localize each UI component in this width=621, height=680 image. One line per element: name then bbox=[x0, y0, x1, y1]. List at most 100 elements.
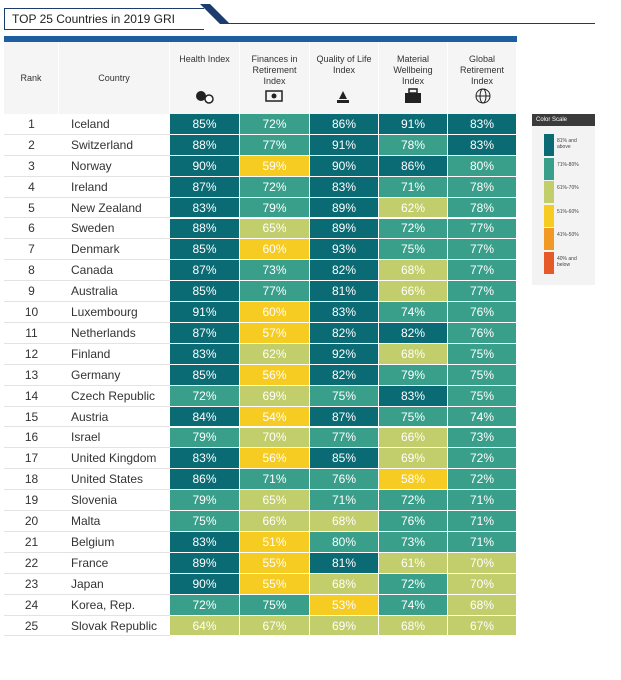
score-cell: 60% bbox=[240, 239, 310, 261]
table-cell: 16 bbox=[4, 427, 59, 449]
legend-swatch bbox=[544, 181, 554, 203]
column-header: Global Retirement Index bbox=[448, 42, 517, 114]
score-cell: 84% bbox=[170, 406, 240, 428]
score-cell: 69% bbox=[379, 448, 448, 470]
score-cell: 89% bbox=[310, 197, 379, 219]
table-cell: 18 bbox=[4, 469, 59, 491]
table-cell: 23 bbox=[4, 573, 59, 595]
score-cell: 61% bbox=[379, 552, 448, 574]
table-cell: 13 bbox=[4, 364, 59, 386]
score-cell: 87% bbox=[170, 260, 240, 282]
score-cell: 59% bbox=[240, 155, 310, 177]
score-cell: 91% bbox=[379, 114, 448, 135]
score-cell: 68% bbox=[379, 615, 448, 637]
table-cell: New Zealand bbox=[59, 197, 170, 219]
score-cell: 69% bbox=[310, 615, 379, 637]
score-cell: 91% bbox=[170, 302, 240, 323]
score-cell: 75% bbox=[170, 511, 240, 532]
table-cell: 12 bbox=[4, 343, 59, 365]
column-header: Health Index bbox=[170, 42, 240, 114]
score-cell: 56% bbox=[240, 448, 310, 470]
table-cell: France bbox=[59, 552, 170, 574]
table-cell: Canada bbox=[59, 260, 170, 282]
score-cell: 70% bbox=[448, 552, 517, 574]
score-cell: 72% bbox=[379, 218, 448, 240]
header-bar bbox=[4, 36, 517, 42]
score-cell: 77% bbox=[448, 260, 517, 282]
score-cell: 86% bbox=[170, 469, 240, 491]
title-box bbox=[4, 8, 204, 30]
table-cell: 17 bbox=[4, 448, 59, 470]
score-cell: 75% bbox=[448, 364, 517, 386]
score-cell: 76% bbox=[448, 302, 517, 323]
score-cell: 77% bbox=[448, 239, 517, 261]
score-cell: 72% bbox=[240, 176, 310, 198]
score-cell: 54% bbox=[240, 406, 310, 428]
table-cell: 2 bbox=[4, 134, 59, 156]
table-cell: Iceland bbox=[59, 114, 170, 135]
score-cell: 75% bbox=[310, 385, 379, 407]
score-cell: 74% bbox=[448, 406, 517, 428]
table-cell: Israel bbox=[59, 427, 170, 449]
score-cell: 80% bbox=[448, 155, 517, 177]
score-cell: 68% bbox=[310, 573, 379, 595]
score-cell: 81% bbox=[310, 552, 379, 574]
score-cell: 80% bbox=[310, 532, 379, 553]
score-cell: 67% bbox=[448, 615, 517, 637]
legend-label: 51%-60% bbox=[557, 208, 579, 215]
score-cell: 72% bbox=[448, 469, 517, 491]
table-cell: Finland bbox=[59, 343, 170, 365]
score-cell: 73% bbox=[379, 532, 448, 553]
score-cell: 77% bbox=[240, 281, 310, 303]
score-cell: 70% bbox=[448, 573, 517, 595]
legend-swatch bbox=[544, 204, 554, 227]
score-cell: 56% bbox=[240, 364, 310, 386]
score-cell: 73% bbox=[240, 260, 310, 282]
table-cell: Malta bbox=[59, 511, 170, 532]
score-cell: 67% bbox=[240, 615, 310, 637]
table-cell: 7 bbox=[4, 239, 59, 261]
score-cell: 72% bbox=[448, 448, 517, 470]
score-cell: 90% bbox=[170, 155, 240, 177]
score-cell: 83% bbox=[448, 134, 517, 156]
score-cell: 87% bbox=[170, 176, 240, 198]
title: TOP 25 Countries in 2019 GRI bbox=[12, 12, 175, 26]
score-cell: 70% bbox=[240, 427, 310, 449]
score-cell: 53% bbox=[310, 594, 379, 616]
score-cell: 66% bbox=[379, 281, 448, 303]
score-cell: 77% bbox=[240, 134, 310, 156]
score-cell: 87% bbox=[310, 406, 379, 428]
table-cell: 10 bbox=[4, 302, 59, 323]
score-cell: 55% bbox=[240, 573, 310, 595]
legend-title: Color Scale bbox=[532, 114, 595, 126]
score-cell: 77% bbox=[448, 218, 517, 240]
table-cell: 8 bbox=[4, 260, 59, 282]
score-cell: 85% bbox=[170, 364, 240, 386]
column-header: Finances in Retirement Index bbox=[240, 42, 310, 114]
table-cell: Ireland bbox=[59, 176, 170, 198]
legend-label: 81% and above bbox=[557, 138, 577, 150]
table-cell: 24 bbox=[4, 594, 59, 616]
score-cell: 71% bbox=[310, 490, 379, 512]
table-cell: Germany bbox=[59, 364, 170, 386]
legend-label: 40% and below bbox=[557, 255, 577, 268]
score-cell: 88% bbox=[170, 218, 240, 240]
score-cell: 74% bbox=[379, 302, 448, 323]
score-cell: 78% bbox=[448, 176, 517, 198]
score-cell: 83% bbox=[310, 176, 379, 198]
score-cell: 86% bbox=[379, 155, 448, 177]
table-cell: 20 bbox=[4, 511, 59, 532]
score-cell: 82% bbox=[310, 364, 379, 386]
score-cell: 82% bbox=[379, 323, 448, 344]
score-cell: 83% bbox=[170, 343, 240, 365]
score-cell: 65% bbox=[240, 218, 310, 240]
score-cell: 71% bbox=[240, 469, 310, 491]
score-cell: 72% bbox=[379, 490, 448, 512]
score-cell: 72% bbox=[170, 385, 240, 407]
score-cell: 85% bbox=[310, 448, 379, 470]
table-cell: 11 bbox=[4, 323, 59, 344]
table-cell: Korea, Rep. bbox=[59, 594, 170, 616]
score-cell: 71% bbox=[448, 490, 517, 512]
table-cell: Austria bbox=[59, 406, 170, 428]
score-cell: 66% bbox=[379, 427, 448, 449]
